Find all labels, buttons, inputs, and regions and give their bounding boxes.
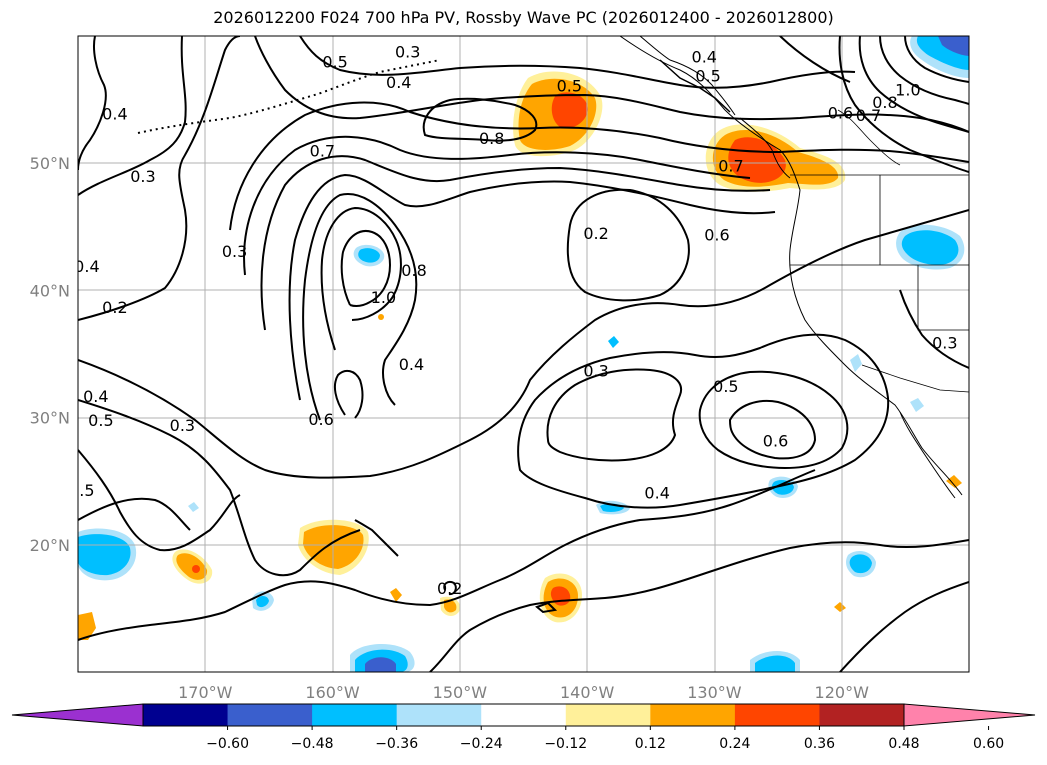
negative-anomaly-west bbox=[78, 528, 137, 581]
contour-label: 0.4 bbox=[399, 355, 424, 374]
map-title: 2026012200 F024 700 hPa PV, Rossby Wave … bbox=[213, 8, 834, 27]
contour-label: 0.4 bbox=[83, 387, 108, 406]
contour-label: 0.6 bbox=[704, 225, 729, 244]
lon-label: 140°W bbox=[560, 683, 615, 702]
contour-label: 0.4 bbox=[386, 73, 411, 92]
colorbar-tick-label: −0.48 bbox=[291, 736, 334, 752]
contour-label: 0.5 bbox=[713, 377, 738, 396]
colorbar-tick-label: −0.24 bbox=[460, 736, 503, 752]
contour-label: 0.4 bbox=[74, 257, 99, 276]
pv-contours bbox=[78, 36, 969, 672]
contour-label: 0.4 bbox=[692, 47, 717, 66]
contour-label: 0.5 bbox=[557, 77, 582, 96]
contour-label: 0.3 bbox=[395, 42, 420, 61]
colorbar-extend-high bbox=[903, 703, 1036, 727]
contour-label: 0.7 bbox=[718, 157, 743, 176]
contour-label: 0.3 bbox=[583, 362, 608, 381]
negative-anomaly-south bbox=[350, 644, 800, 672]
contour-label: 0.6 bbox=[308, 410, 333, 429]
colorbar-tick-label: 0.36 bbox=[804, 736, 835, 752]
longitude-axis: 170°W 160°W 150°W 140°W 130°W 120°W bbox=[178, 683, 869, 702]
contour-label: 0.7 bbox=[310, 141, 335, 160]
contour-label: 0.3 bbox=[932, 334, 957, 353]
colorbar-segment bbox=[481, 704, 567, 726]
contour-label: 0.2 bbox=[583, 224, 608, 243]
colorbar-segment bbox=[734, 704, 820, 726]
colorbar-segment bbox=[227, 704, 313, 726]
colorbar-segment bbox=[312, 704, 398, 726]
lon-label: 150°W bbox=[433, 683, 488, 702]
contour-label: 0.2 bbox=[102, 298, 127, 317]
lon-label: 170°W bbox=[178, 683, 233, 702]
latitude-axis: 50°N 40°N 30°N 20°N bbox=[30, 154, 70, 555]
contour-label: 0.3 bbox=[222, 242, 247, 261]
colorbar-segment bbox=[143, 704, 229, 726]
colorbar-tick-label: −0.36 bbox=[375, 736, 418, 752]
contour-labels: 0.50.30.4 0.50.40.51.00.80.70.60.40.70.80… bbox=[69, 42, 958, 598]
colorbar-tick-label: −0.12 bbox=[544, 736, 587, 752]
colorbar-segment bbox=[819, 704, 905, 726]
lon-label: 130°W bbox=[687, 683, 742, 702]
contour-label: 0.5 bbox=[88, 411, 113, 430]
lon-label: 120°W bbox=[815, 683, 870, 702]
contour-label: 1.0 bbox=[371, 288, 396, 307]
colorbar-tick-label: 0.12 bbox=[635, 736, 666, 752]
colorbar-tick-label: −0.60 bbox=[206, 736, 249, 752]
colorbar-segment bbox=[650, 704, 736, 726]
contour-label: 0.5 bbox=[322, 52, 347, 71]
colorbar-segment bbox=[396, 704, 482, 726]
lat-label: 30°N bbox=[30, 409, 70, 428]
lat-label: 50°N bbox=[30, 154, 70, 173]
contour-label: 0.6 bbox=[828, 103, 853, 122]
lat-label: 20°N bbox=[30, 536, 70, 555]
contour-label: 0.6 bbox=[763, 431, 788, 450]
lon-label: 160°W bbox=[305, 683, 360, 702]
colorbar-segment bbox=[565, 704, 651, 726]
contour-label: 0.5 bbox=[695, 66, 720, 85]
map-plot-area: 0.50.30.4 0.50.40.51.00.80.70.60.40.70.80… bbox=[69, 36, 969, 672]
contour-label: 0.3 bbox=[130, 167, 155, 186]
positive-anomaly-west bbox=[172, 549, 213, 584]
contour-label: 0.8 bbox=[401, 261, 426, 280]
lat-label: 40°N bbox=[30, 281, 70, 300]
contour-label: 1.0 bbox=[895, 80, 920, 99]
positive-anomaly-misc bbox=[78, 314, 962, 640]
colorbar-tick-label: 0.24 bbox=[719, 736, 750, 752]
contour-label: 0.7 bbox=[856, 106, 881, 125]
contour-label: 0.2 bbox=[437, 579, 462, 598]
contour-label: 0.8 bbox=[872, 93, 897, 112]
colorbar-extend-low bbox=[11, 703, 144, 727]
negative-anomaly-northeast bbox=[896, 36, 969, 270]
gridlines bbox=[78, 36, 969, 672]
contour-label: 0.8 bbox=[479, 129, 504, 148]
colorbar-tick-label: 0.60 bbox=[973, 736, 1004, 752]
contour-label: 0.5 bbox=[69, 481, 94, 500]
contour-label: 0.4 bbox=[644, 484, 669, 503]
contour-label: 0.3 bbox=[170, 416, 195, 435]
colorbar-tick-label: 0.48 bbox=[888, 736, 919, 752]
colorbar: −0.60 −0.48 −0.36 −0.24 −0.12 0.12 0.24 0.36 0.4… bbox=[11, 703, 1036, 752]
map-frame bbox=[77, 35, 970, 673]
contour-label: 0.4 bbox=[102, 105, 127, 124]
colorbar-outline bbox=[142, 703, 905, 727]
